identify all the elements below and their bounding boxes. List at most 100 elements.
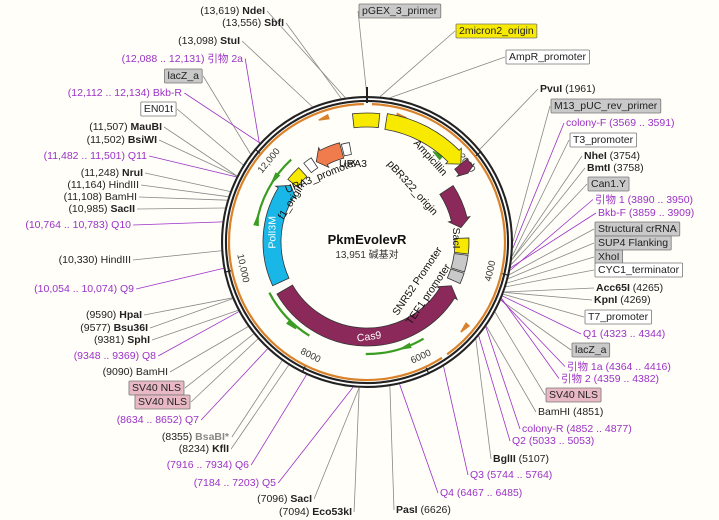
leader-line — [144, 172, 231, 192]
site-label-text: (13,556) SbfI — [222, 17, 284, 29]
site-label: EN01t — [140, 101, 177, 117]
site-label: Q1 (4323 .. 4344) — [583, 328, 665, 340]
label-segment: BsaBI* — [195, 431, 230, 443]
label-segment: (9590) — [86, 309, 119, 321]
site-label: SV40 NLS — [128, 380, 185, 396]
leader-line — [389, 386, 395, 511]
label-segment: (11,482 .. 11,501) Q11 — [44, 150, 147, 162]
leader-line — [500, 299, 566, 367]
site-label-text: AmpR_promoter — [509, 51, 587, 63]
site-label-text: (11,502) BsiWI — [87, 134, 158, 146]
site-label: (9348 .. 9369) Q8 — [74, 350, 156, 362]
site-label-text: EN01t — [144, 103, 173, 115]
site-label-text: PvuI (1961) — [540, 83, 595, 95]
leader-line — [443, 366, 469, 476]
label-segment: SacI — [290, 493, 312, 505]
label-box — [569, 132, 638, 148]
leader-line — [505, 269, 595, 288]
label-segment: (11,502) — [87, 134, 128, 146]
site-label-text: 引物 2 (4359 .. 4382) — [561, 372, 659, 385]
label-segment: 引物 1a (4364 .. 4416) — [567, 360, 671, 373]
direction-arrow — [460, 322, 471, 333]
label-segment: BmtI — [587, 162, 610, 174]
leader-line — [512, 122, 565, 249]
leader-line — [149, 298, 233, 329]
leader-line — [157, 311, 239, 357]
label-segment: (12,088 .. 12,131) 引物 2a — [122, 52, 244, 65]
leader-line — [389, 56, 506, 99]
site-label: (11,248) NruI — [81, 167, 143, 179]
label-segment: Bsu36I — [114, 322, 149, 334]
site-label-text: colony-R (4852 .. 4877) — [522, 423, 632, 435]
label-segment: (13,098) — [178, 35, 220, 47]
label-segment: (11,248) — [81, 167, 122, 179]
center-title: PkmEvolevR 13,951 碱基对 — [328, 232, 407, 261]
site-label: T3_promoter — [569, 132, 638, 148]
site-label-text: NheI (3754) — [584, 150, 640, 162]
cas9-arrow — [276, 284, 459, 347]
site-label: T7_promoter — [584, 309, 653, 325]
label-segment: (10,764 .. 10,783) Q10 — [25, 219, 131, 231]
leader-line — [266, 10, 346, 98]
leader-line — [176, 108, 244, 166]
label-box — [358, 3, 442, 19]
site-label-text: 引物 1a (4364 .. 4416) — [567, 360, 671, 373]
plasmid-name: PkmEvolevR — [328, 232, 407, 247]
label-segment: SV40 NLS — [138, 396, 187, 408]
site-labels: (13,619) NdeI(13,556) SbfI(13,098) StuI(… — [25, 3, 694, 518]
site-label: (10,330) HindIII — [59, 254, 131, 266]
label-segment: (4265) — [630, 282, 663, 294]
label-segment: colony-R (4852 .. 4877) — [522, 423, 632, 435]
grey-cassette-1 — [450, 253, 469, 273]
site-label-text: KpnI (4269) — [594, 294, 651, 306]
leader-line — [277, 387, 354, 484]
leader-line — [478, 335, 511, 442]
label-segment: (7096) — [257, 493, 290, 505]
leader-line — [494, 311, 546, 396]
site-label: (10,054 .. 10,074) Q9 — [34, 283, 134, 295]
orange-arc-outer — [371, 102, 507, 356]
site-label-text: Can1.Y — [591, 178, 626, 190]
site-label: (9090) BamHI — [103, 366, 168, 378]
leader-line — [485, 326, 521, 430]
direction-arrow — [271, 172, 281, 184]
site-label: Acc65I (4265) — [596, 282, 663, 294]
plasmid-length: 13,951 碱基对 — [335, 248, 398, 261]
site-label: PvuI (1961) — [540, 83, 595, 95]
site-label: Q3 (5744 .. 5764) — [470, 469, 552, 481]
label-segment: Structural crRNA — [598, 223, 677, 235]
leader-line — [184, 92, 261, 144]
leader-line — [379, 30, 456, 97]
leader-line — [241, 40, 313, 107]
label-segment: (12,112 .. 12,134) Bkb-R — [68, 87, 183, 99]
site-label-text: XhoI — [598, 251, 620, 263]
green-arc-inner — [268, 292, 310, 337]
label-segment: AmpR_promoter — [509, 51, 587, 63]
leader-line — [230, 364, 289, 450]
label-segment: Q2 (5033 .. 5053) — [512, 435, 594, 447]
leader-line — [151, 310, 239, 341]
site-label-text: 引物 1 (3890 .. 3950) — [595, 193, 693, 206]
label-segment: MauBI — [131, 121, 163, 133]
leader-line — [502, 295, 582, 335]
polism-arrow — [262, 184, 297, 287]
label-segment: EN01t — [144, 103, 173, 115]
site-label-text: SV40 NLS — [549, 389, 598, 401]
leader-line — [511, 139, 570, 257]
green-arc-inner-2 — [365, 337, 425, 356]
label-segment: KflI — [212, 443, 229, 455]
site-label-text: CYC1_terminator — [598, 264, 680, 276]
label-segment: (1961) — [562, 83, 595, 95]
direction-arrow — [432, 150, 444, 161]
site-label: pGEX_3_primer — [358, 3, 442, 19]
site-label: Structural crRNA — [594, 221, 681, 237]
site-label: (9577) Bsu36I — [80, 322, 148, 334]
leader-line — [357, 10, 368, 97]
site-label-text: (10,764 .. 10,783) Q10 — [25, 219, 131, 231]
label-segment: (9381) — [94, 334, 127, 346]
label-segment: PvuI — [540, 83, 562, 95]
label-segment: Acc65I — [596, 282, 630, 294]
label-segment: XhoI — [598, 251, 620, 263]
site-label-text: (10,330) HindIII — [59, 254, 131, 266]
label-segment: (10,330) HindIII — [59, 254, 131, 266]
